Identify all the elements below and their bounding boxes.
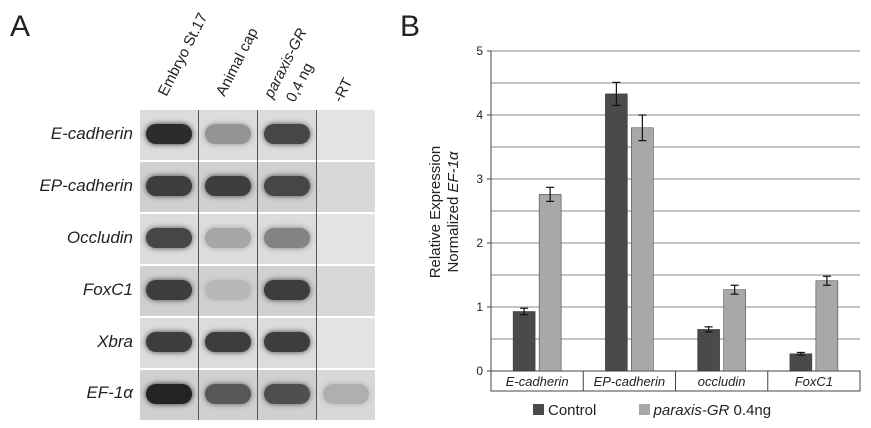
bar [631, 127, 654, 372]
gene-label-suffix: 1α [113, 383, 133, 402]
lane-divider [316, 110, 317, 420]
y-axis-title-ef1a: EF-1α [445, 151, 462, 193]
bar [723, 289, 746, 372]
y-tick-label: 2 [476, 236, 483, 250]
gel-band [264, 280, 310, 300]
gene-label: Xbra [97, 332, 133, 351]
y-tick-label: 0 [476, 364, 483, 378]
gel-band [205, 384, 251, 404]
y-tick-label: 1 [476, 300, 483, 314]
gel-band [205, 124, 251, 144]
gel-band [146, 384, 192, 404]
gel-band [264, 124, 310, 144]
gel-band [146, 124, 192, 144]
lane-divider [257, 110, 258, 420]
legend-label-paraxis-dose: 0.4ng [729, 402, 772, 419]
gene-label: E-cadherin [50, 124, 133, 143]
gel-band [205, 176, 251, 196]
gel-lane [317, 162, 375, 212]
gene-label: EP-cadherin [39, 176, 133, 195]
y-tick-label: 5 [476, 44, 483, 58]
panel-a-letter: A [10, 10, 31, 43]
gel-lane [317, 214, 375, 264]
x-tick-label: EP-cadherin [594, 374, 666, 389]
gel-band [264, 176, 310, 196]
gene-label: Occludin [66, 228, 133, 247]
legend-label-control: Control [548, 402, 597, 419]
y-tick-label: 3 [476, 172, 483, 186]
bar [538, 194, 562, 372]
gel-lane [317, 318, 375, 368]
y-axis-title-line1: Relative Expression [427, 146, 444, 279]
gel-band [146, 280, 192, 300]
x-tick-label: FoxC1 [795, 374, 833, 389]
gel-band [205, 332, 251, 352]
gel-band [146, 228, 192, 248]
gel-band [146, 176, 192, 196]
y-tick-label: 4 [476, 108, 483, 122]
y-axis-title-normalized: Normalized [445, 193, 462, 273]
y-axis-title-line2: Normalized EF-1α [445, 151, 462, 273]
bar [512, 311, 536, 372]
gel-lane [317, 110, 375, 160]
lane-divider [198, 110, 199, 420]
legend-label-paraxis: paraxis-GR 0.4ng [654, 402, 772, 419]
bar [697, 329, 720, 372]
gel-image [140, 110, 375, 420]
gel-band [205, 228, 251, 248]
gel-band [264, 228, 310, 248]
gel-band [264, 332, 310, 352]
legend-label-paraxis-name: paraxis-GR [653, 402, 730, 419]
bar [789, 353, 813, 372]
panel-b-letter: B [400, 10, 421, 43]
bar [605, 93, 628, 372]
bar [815, 280, 839, 372]
x-tick-label: E-cadherin [506, 374, 569, 389]
gene-label-prefix: EF- [86, 383, 114, 402]
legend: Control paraxis-GR 0.4ng [533, 402, 771, 419]
x-tick-label: occludin [698, 374, 746, 389]
legend-swatch-control [533, 404, 544, 415]
gel-band [205, 280, 251, 300]
gene-label: EF-1α [8, 383, 133, 403]
gene-label: FoxC1 [82, 280, 133, 299]
gel-lane [317, 266, 375, 316]
gel-band [264, 384, 310, 404]
gel-band [146, 332, 192, 352]
gel-band [323, 384, 369, 404]
legend-swatch-paraxis [638, 404, 650, 415]
